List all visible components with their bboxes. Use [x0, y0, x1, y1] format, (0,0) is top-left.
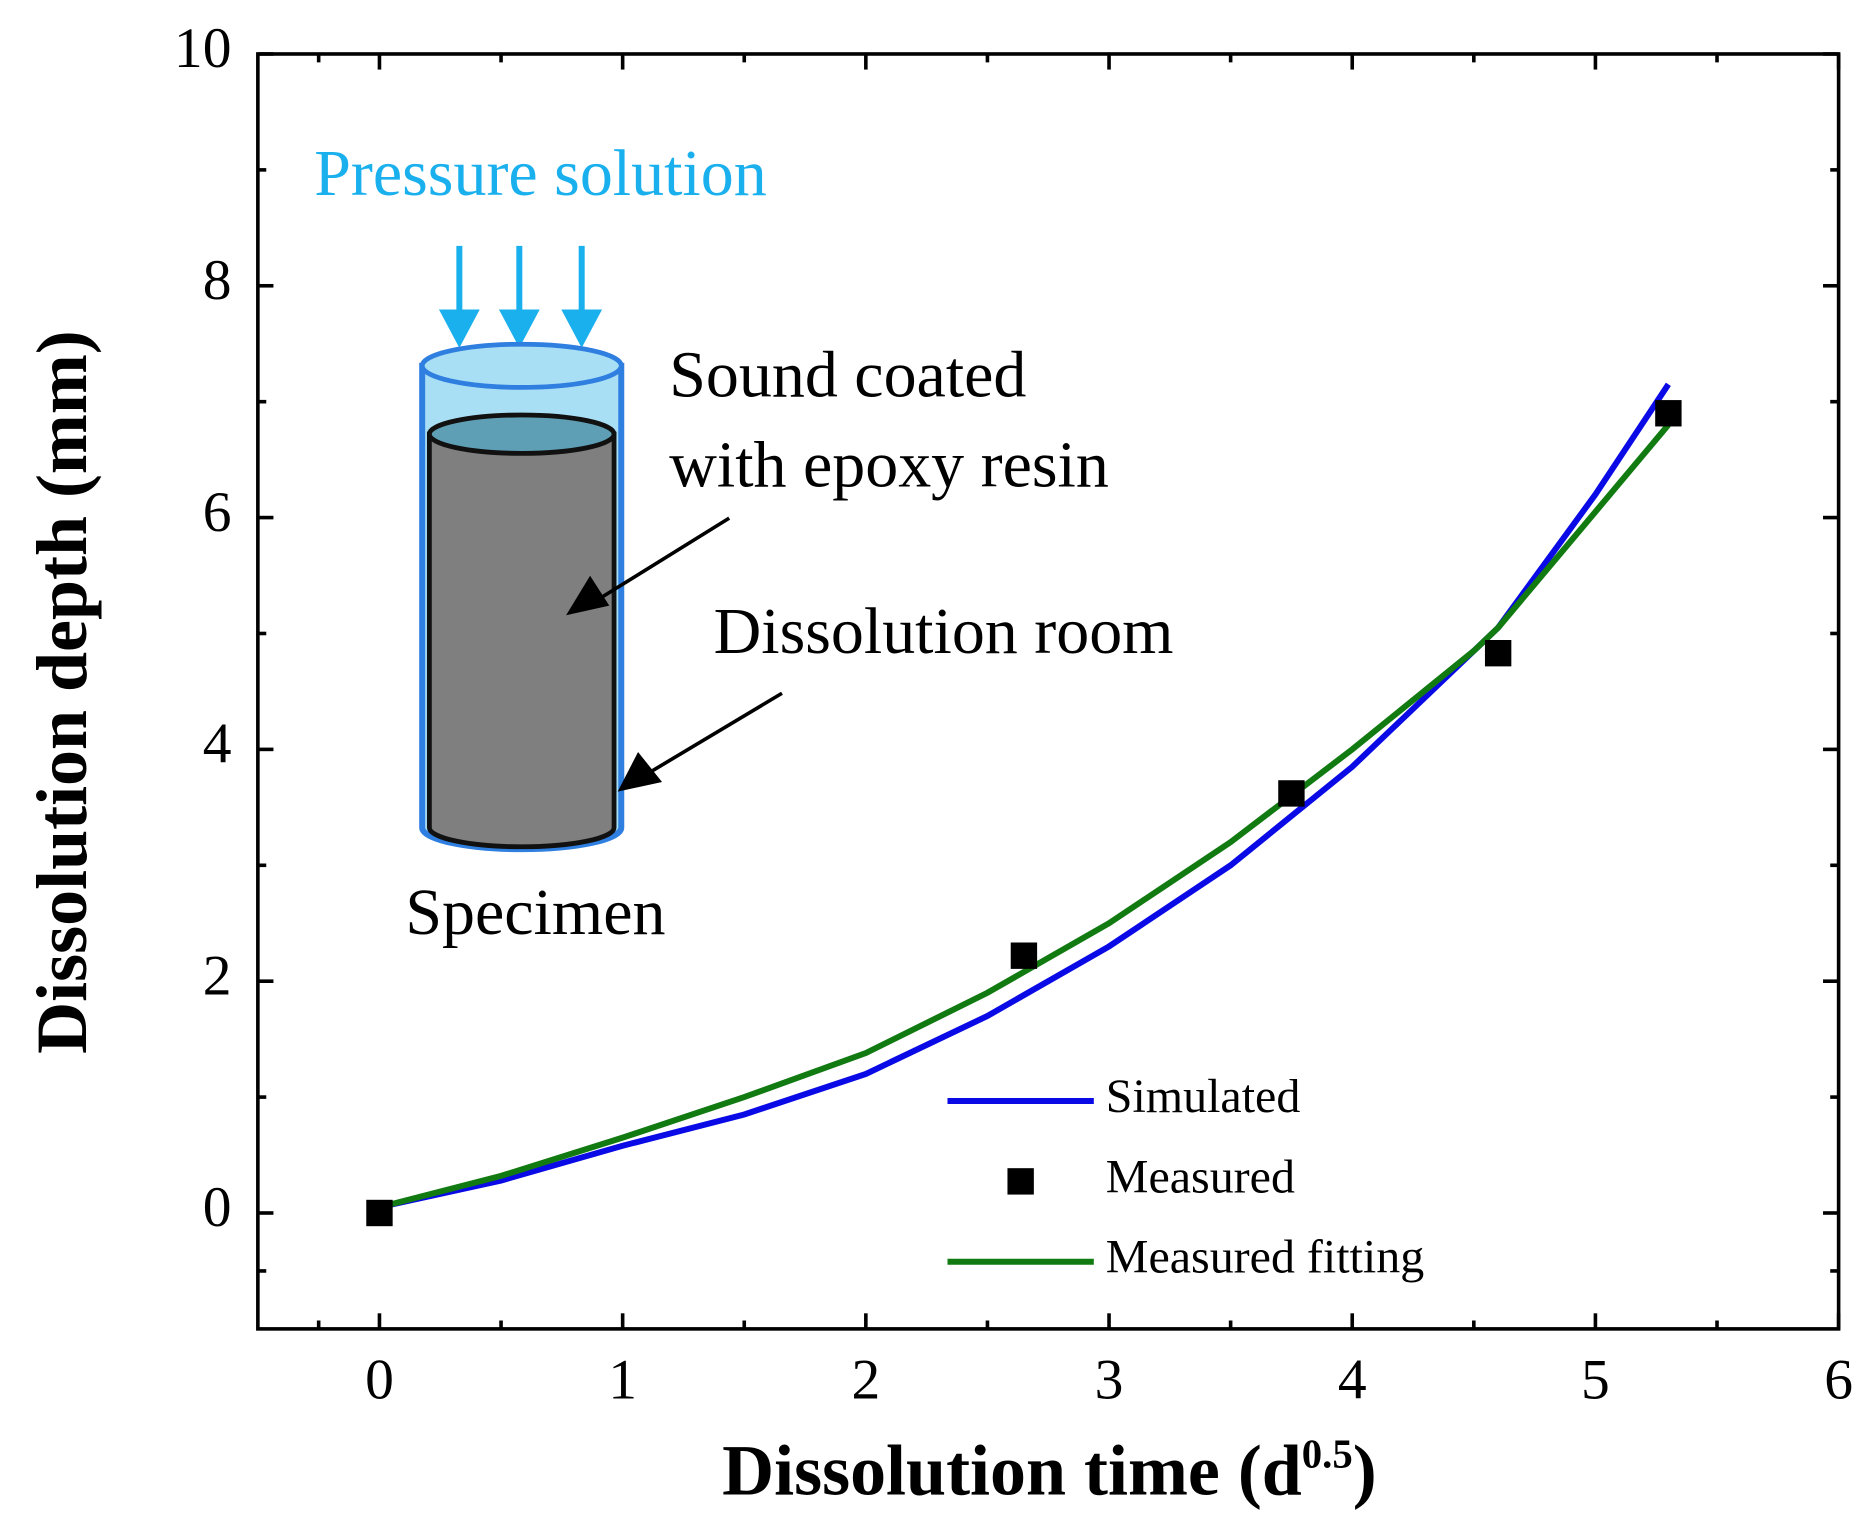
x-axis-label: Dissolution time (d0.5) — [722, 1430, 1377, 1510]
x-tick-label: 0 — [365, 1348, 394, 1411]
data-point — [1484, 639, 1512, 667]
legend-marker — [1007, 1168, 1034, 1195]
y-axis-label: Dissolution depth (mm) — [22, 330, 102, 1054]
annotation: Specimen — [405, 876, 665, 949]
x-tick-label: 6 — [1824, 1348, 1853, 1411]
plot-frame — [256, 52, 1841, 1331]
x-tick-label: 4 — [1338, 1348, 1367, 1411]
x-tick-label: 2 — [851, 1348, 880, 1411]
y-tick-label: 0 — [203, 1176, 232, 1239]
data-point — [366, 1199, 393, 1227]
annotation: Pressure solution — [314, 137, 767, 210]
x-tick-label: 5 — [1581, 1348, 1610, 1411]
x-label-superscript: 0.5 — [1302, 1432, 1353, 1477]
x-label-text: ) — [1353, 1430, 1377, 1510]
data-point — [1278, 780, 1305, 807]
data-point — [1010, 942, 1038, 969]
specimen-diagram — [419, 245, 783, 853]
x-tick-label: 1 — [608, 1348, 637, 1411]
legend-label: Measured — [1106, 1150, 1295, 1203]
y-tick-label: 10 — [174, 17, 232, 80]
x-tick-label: 3 — [1095, 1348, 1124, 1411]
y-tick-label: 4 — [203, 713, 232, 776]
y-tick-label: 2 — [203, 944, 232, 1007]
series-line — [378, 422, 1671, 1211]
annotation: with epoxy resin — [669, 428, 1109, 501]
x-label-text: Dissolution time (d — [722, 1430, 1302, 1510]
annotation: Sound coated — [669, 339, 1026, 412]
data-point — [1655, 400, 1682, 427]
y-tick-label: 8 — [203, 249, 232, 312]
legend-label: Measured fitting — [1106, 1231, 1424, 1284]
annotation: Dissolution room — [714, 595, 1174, 668]
legend-label: Simulated — [1106, 1070, 1301, 1123]
y-tick-label: 6 — [203, 481, 232, 544]
